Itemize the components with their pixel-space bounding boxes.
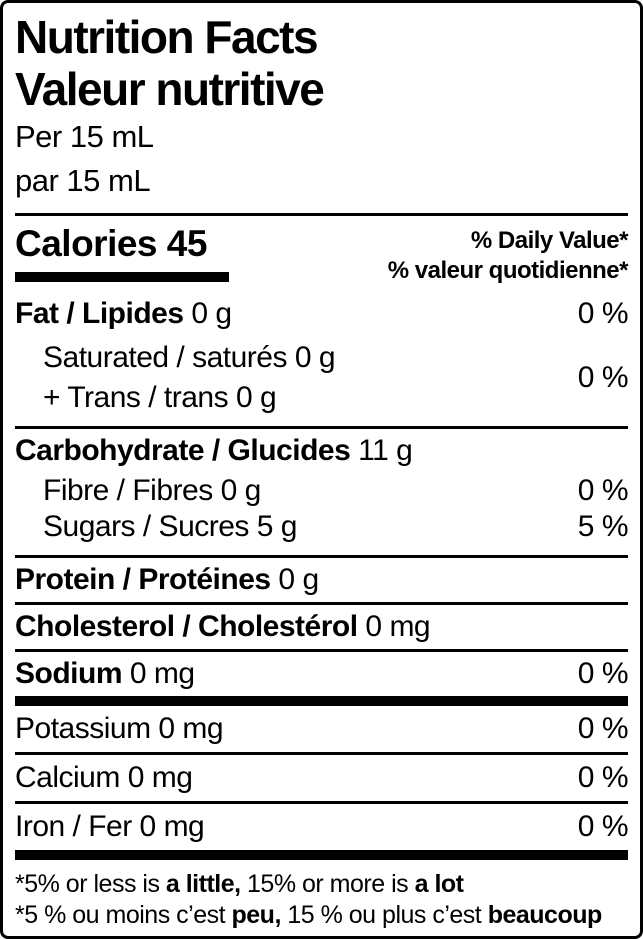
divider-potassium-calcium <box>15 752 628 755</box>
nutrient-amount: 0 g <box>191 297 232 330</box>
divider-header <box>15 213 628 216</box>
nutrient-amount: 0 g <box>278 563 319 596</box>
daily-value: 0 % <box>577 810 629 843</box>
footnote-emphasis: peu, <box>231 901 282 929</box>
nutrient-name: Fibre / Fibres <box>43 474 213 507</box>
daily-value: 5 % <box>577 510 629 543</box>
footnote-text: 15% or more is <box>240 870 415 898</box>
nutrient-text: Fat / Lipides 0 g <box>15 298 232 330</box>
nutrient-amount: 0 g <box>294 341 336 374</box>
calories-value: 45 <box>166 223 208 264</box>
nutrient-row-sodium: Sodium 0 mg 0 % <box>15 652 629 696</box>
daily-value-header-french: % valeur quotidienne* <box>387 257 629 284</box>
trans-line: + Trans / trans 0 g <box>43 378 335 418</box>
nutrient-name: Fat / Lipides <box>15 297 184 330</box>
nutrient-row-calcium: Calcium 0 mg 0 % <box>15 755 629 801</box>
nutrient-name: Protein / Protéines <box>15 563 271 596</box>
nutrient-text: Sodium 0 mg <box>15 658 195 690</box>
nutrient-name: + Trans / trans <box>43 381 229 414</box>
daily-value: 0 % <box>577 712 629 745</box>
nutrient-amount: 0 g <box>220 474 262 507</box>
nutrient-row-iron: Iron / Fer 0 mg 0 % <box>15 804 629 850</box>
divider-calcium-iron <box>15 801 628 804</box>
divider-thick-footnote <box>15 850 628 860</box>
daily-value: 0 % <box>577 761 629 794</box>
calories-underline-bar <box>15 272 229 282</box>
footnote-text: *5% or less is <box>15 870 166 898</box>
footnote-french: *5 % ou moins c’est peu, 15 % ou plus c’… <box>15 900 628 931</box>
saturated-line: Saturated / saturés 0 g <box>43 338 336 378</box>
nutrient-row-cholesterol: Cholesterol / Cholestérol 0 mg <box>15 605 628 649</box>
nutrient-name: Sugars / Sucres <box>43 510 249 543</box>
divider-thick-sodium <box>15 696 628 706</box>
nutrient-row-sugars: Sugars / Sucres 5 g 5 % <box>15 509 629 545</box>
daily-value-header-english: % Daily Value* <box>470 227 629 254</box>
daily-value: 0 % <box>577 361 629 394</box>
divider-fat-carb <box>15 426 628 429</box>
nutrient-text: Protein / Protéines 0 g <box>15 564 319 596</box>
calories-section: Calories 45 % Daily Value* % valeur quot… <box>15 216 629 292</box>
daily-value: 0 % <box>577 657 629 690</box>
nutrient-row-protein: Protein / Protéines 0 g <box>15 558 628 602</box>
calories-label: Calories <box>15 223 158 264</box>
nutrient-amount: 0 mg <box>158 712 224 745</box>
nutrient-row-saturated-trans: Saturated / saturés 0 g + Trans / trans … <box>15 336 629 426</box>
nutrient-amount: 0 mg <box>139 810 205 843</box>
nutrient-row-fibre: Fibre / Fibres 0 g 0 % <box>15 473 629 509</box>
nutrient-name: Cholesterol / Cholestérol <box>15 610 358 643</box>
nutrient-name: Potassium <box>15 712 151 745</box>
footnote-text: *5 % ou moins c’est <box>15 901 232 929</box>
nutrient-text: Fibre / Fibres 0 g <box>15 475 261 507</box>
nutrient-name: Carbohydrate / Glucides <box>15 434 351 467</box>
daily-value: 0 % <box>577 297 629 330</box>
divider-cholesterol-sodium <box>15 649 628 652</box>
nutrient-amount: 0 g <box>235 381 277 414</box>
nutrient-name: Iron / Fer <box>15 810 132 843</box>
serving-size-french: par 15 mL <box>15 163 151 198</box>
footnote-emphasis: a lot <box>414 870 464 898</box>
divider-sugars-protein <box>15 555 628 558</box>
nutrient-text: Calcium 0 mg <box>15 761 193 794</box>
footnote-text: 15 % ou plus c’est <box>280 901 488 929</box>
nutrient-name: Saturated / saturés <box>43 341 287 374</box>
divider-protein-cholesterol <box>15 602 628 605</box>
title-english: Nutrition Facts <box>15 11 319 63</box>
nutrient-row-fat: Fat / Lipides 0 g 0 % <box>15 292 629 336</box>
nutrient-name: Sodium <box>15 657 123 690</box>
nutrient-text: Cholesterol / Cholestérol 0 mg <box>15 610 431 643</box>
nutrient-row-potassium: Potassium 0 mg 0 % <box>15 706 629 752</box>
serving-size-english: Per 15 mL <box>15 119 154 154</box>
calories-block: Calories 45 <box>15 224 229 282</box>
nutrient-amount: 0 mg <box>365 610 431 643</box>
nutrient-amount: 0 mg <box>129 657 195 690</box>
footnote-emphasis: a little, <box>165 870 241 898</box>
footnote-english: *5% or less is a little, 15% or more is … <box>15 869 628 900</box>
nutrient-name: Calcium <box>15 761 120 794</box>
nutrient-text: Iron / Fer 0 mg <box>15 810 205 843</box>
daily-value: 0 % <box>577 474 629 507</box>
title-french: Valeur nutritive <box>15 63 325 115</box>
nutrient-amount: 5 g <box>256 510 298 543</box>
nutrient-text: Saturated / saturés 0 g + Trans / trans … <box>15 338 336 418</box>
label-header: Nutrition Facts Valeur nutritive Per 15 … <box>15 3 628 203</box>
footnotes: *5% or less is a little, 15% or more is … <box>15 860 628 935</box>
nutrient-amount: 0 mg <box>127 761 193 794</box>
daily-value-header: % Daily Value* % valeur quotidienne* <box>387 224 629 286</box>
nutrient-amount: 11 g <box>358 434 413 467</box>
nutrient-row-carbohydrate: Carbohydrate / Glucides 11 g <box>15 429 628 473</box>
nutrient-text: Carbohydrate / Glucides 11 g <box>15 434 413 467</box>
nutrient-text: Potassium 0 mg <box>15 712 224 745</box>
nutrient-text: Sugars / Sucres 5 g <box>15 510 298 543</box>
calories-line: Calories 45 <box>15 224 229 264</box>
footnote-emphasis: beaucoup <box>487 901 603 929</box>
